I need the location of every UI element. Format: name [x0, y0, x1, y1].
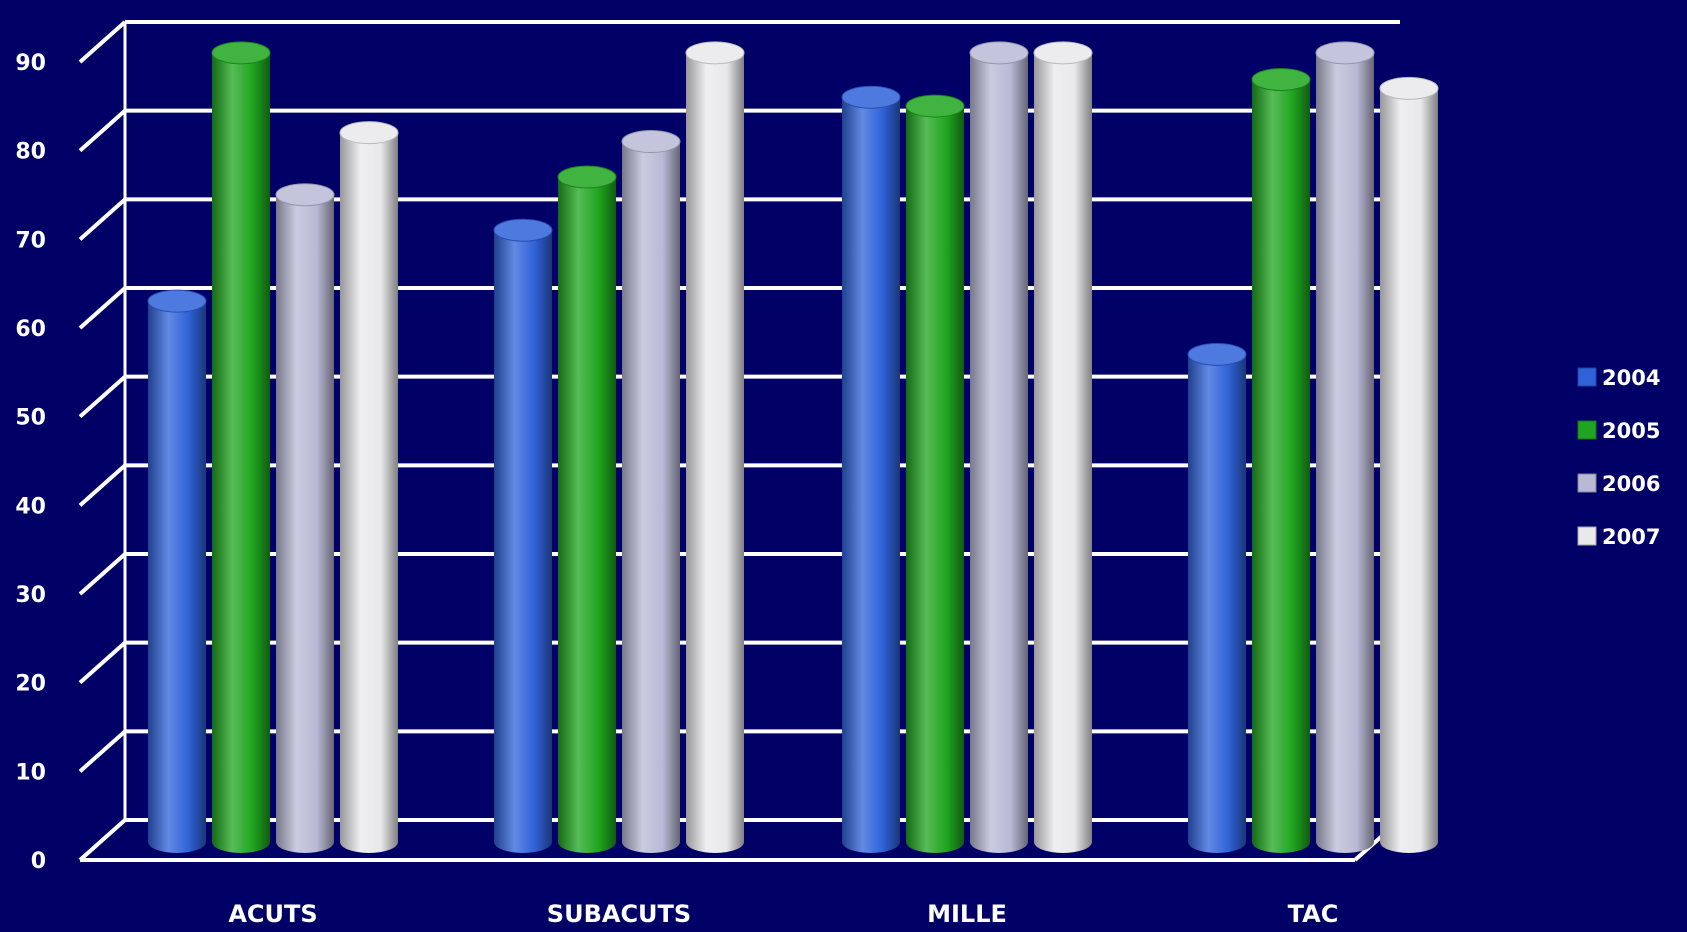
- y-tick-label: 80: [15, 140, 46, 165]
- legend-label: 2006: [1602, 472, 1660, 496]
- bar-2006-mille: [969, 41, 1029, 854]
- y-tick-label: 30: [15, 583, 46, 608]
- legend-label: 2007: [1602, 525, 1660, 549]
- gridline-side: [78, 818, 127, 862]
- bar-2005-tac: [1251, 67, 1311, 853]
- bar-2007-acuts: [339, 121, 399, 853]
- legend-label: 2005: [1602, 419, 1660, 443]
- legend-item-2007: 2007: [1577, 525, 1660, 549]
- x-axis-categories: ACUTS SUBACUTS MILLE TAC: [228, 900, 1338, 928]
- bar-2006-subacuts: [621, 130, 681, 854]
- bars: [147, 41, 1439, 854]
- legend-label: 2004: [1602, 366, 1660, 390]
- bar-2005-subacuts: [557, 165, 617, 853]
- y-tick-label: 10: [15, 760, 46, 785]
- grid: [78, 20, 1402, 862]
- bar-2004-acuts: [147, 289, 207, 854]
- gridline-side: [78, 286, 127, 330]
- x-category-label: TAC: [1288, 900, 1339, 928]
- y-tick-label: 70: [15, 228, 46, 253]
- gridline-side: [78, 20, 127, 64]
- legend-item-2006: 2006: [1577, 472, 1660, 496]
- y-tick-label: 0: [31, 849, 46, 874]
- bar-2006-acuts: [275, 183, 335, 853]
- gridline-side: [78, 463, 127, 507]
- gridline-side: [78, 109, 127, 153]
- gridline-side: [78, 729, 127, 773]
- y-tick-label: 50: [15, 406, 46, 431]
- legend-swatch: [1577, 420, 1597, 440]
- legend-item-2005: 2005: [1577, 419, 1660, 443]
- x-category-label: SUBACUTS: [547, 900, 691, 928]
- bar-2004-tac: [1187, 342, 1247, 853]
- bar-2007-mille: [1033, 41, 1093, 854]
- legend-swatch: [1577, 473, 1597, 493]
- x-category-label: ACUTS: [228, 900, 317, 928]
- bar-2004-mille: [841, 85, 901, 853]
- x-category-label: MILLE: [927, 900, 1007, 928]
- legend-item-2004: 2004: [1577, 366, 1660, 390]
- gridline-side: [78, 552, 127, 596]
- gridline-side: [78, 375, 127, 419]
- legend: 2004 2005 2006 2007: [1577, 366, 1660, 549]
- y-axis-ticks: 0 10 20 30 40 50 60 70 80 90: [15, 51, 46, 874]
- y-tick-label: 90: [15, 51, 46, 76]
- legend-swatch: [1577, 526, 1597, 546]
- y-tick-label: 40: [15, 494, 46, 519]
- bar-2007-tac: [1379, 76, 1439, 854]
- bar-2005-acuts: [211, 41, 271, 854]
- bar-2005-mille: [905, 94, 965, 854]
- bar-2007-subacuts: [685, 41, 745, 854]
- bar-2006-tac: [1315, 41, 1375, 854]
- gridline-side: [78, 197, 127, 241]
- y-tick-label: 20: [15, 672, 46, 697]
- gridline-side: [78, 641, 127, 685]
- legend-swatch: [1577, 367, 1597, 387]
- bar-2004-subacuts: [493, 218, 553, 853]
- y-tick-label: 60: [15, 317, 46, 342]
